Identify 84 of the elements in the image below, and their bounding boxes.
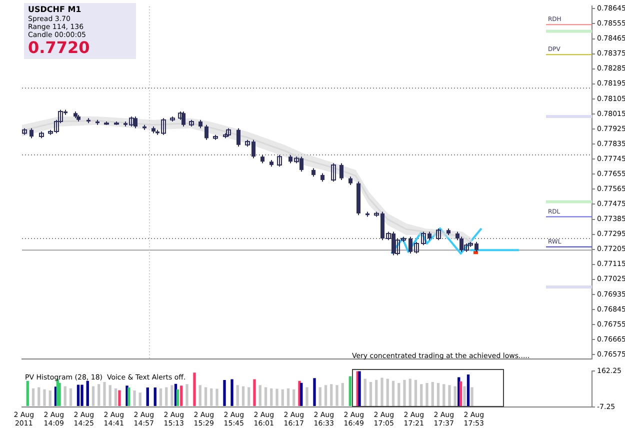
bar xyxy=(408,378,412,406)
bar xyxy=(64,386,66,406)
bar xyxy=(442,384,446,406)
bar xyxy=(392,380,395,406)
bar xyxy=(210,388,213,406)
bar xyxy=(318,387,322,406)
bar xyxy=(270,388,273,406)
bar xyxy=(159,388,162,406)
bar xyxy=(341,383,344,406)
bar xyxy=(436,383,440,406)
bar xyxy=(306,387,308,406)
bar xyxy=(80,384,84,406)
bar xyxy=(380,378,384,406)
bar xyxy=(414,380,418,406)
candlestick xyxy=(236,128,240,148)
bar xyxy=(103,382,106,406)
bar xyxy=(369,382,372,406)
bar xyxy=(230,379,234,406)
bar xyxy=(38,387,40,406)
bar xyxy=(198,385,202,406)
bar xyxy=(170,385,174,406)
candlestick xyxy=(340,162,344,180)
bar xyxy=(216,388,218,406)
bar xyxy=(58,382,61,406)
bar xyxy=(186,384,188,406)
bar xyxy=(154,387,156,406)
candlestick xyxy=(436,228,441,241)
bar xyxy=(92,386,95,406)
candlestick xyxy=(182,110,186,128)
bar xyxy=(459,381,462,406)
bar xyxy=(43,389,46,406)
bar xyxy=(32,388,35,406)
bar xyxy=(386,378,389,406)
bar xyxy=(223,380,226,406)
bar xyxy=(276,388,278,406)
bar xyxy=(69,388,72,406)
bar xyxy=(165,387,168,406)
bar xyxy=(193,372,196,406)
bar xyxy=(348,376,352,406)
bar xyxy=(420,384,423,406)
candlestick xyxy=(204,124,208,140)
bar xyxy=(48,390,52,406)
bar xyxy=(258,385,262,406)
bar xyxy=(281,389,284,406)
bar xyxy=(253,379,256,406)
bar xyxy=(26,380,29,406)
chart-title: USDCHF M1 xyxy=(28,5,82,15)
bar xyxy=(364,378,366,406)
bar xyxy=(466,374,470,406)
bar xyxy=(448,385,451,406)
bar xyxy=(248,387,250,406)
bar xyxy=(292,389,296,406)
bar xyxy=(375,380,378,406)
bar xyxy=(86,380,89,406)
bar xyxy=(76,384,80,406)
bar xyxy=(330,384,333,406)
bar xyxy=(398,383,400,406)
bar xyxy=(108,385,112,406)
bar xyxy=(286,388,290,406)
bar xyxy=(176,389,179,406)
bar xyxy=(118,390,121,406)
bar xyxy=(463,386,466,406)
candlestick xyxy=(30,128,34,139)
bar xyxy=(426,383,428,406)
bar xyxy=(236,385,239,406)
bar xyxy=(114,388,118,406)
bar xyxy=(313,378,316,406)
bar xyxy=(146,387,149,406)
bar xyxy=(336,385,338,406)
candlestick xyxy=(331,162,336,182)
bar xyxy=(264,387,268,406)
bar xyxy=(242,386,245,406)
bar xyxy=(133,390,136,406)
bar xyxy=(324,385,328,406)
bar xyxy=(138,392,142,406)
bar xyxy=(403,380,406,406)
annotation: 0.7720 xyxy=(28,38,91,57)
bar xyxy=(431,382,434,406)
bar xyxy=(470,387,474,406)
bar xyxy=(180,386,183,406)
bar xyxy=(454,386,456,406)
candlestick xyxy=(277,154,282,168)
bar xyxy=(204,387,208,406)
bar xyxy=(98,384,100,406)
